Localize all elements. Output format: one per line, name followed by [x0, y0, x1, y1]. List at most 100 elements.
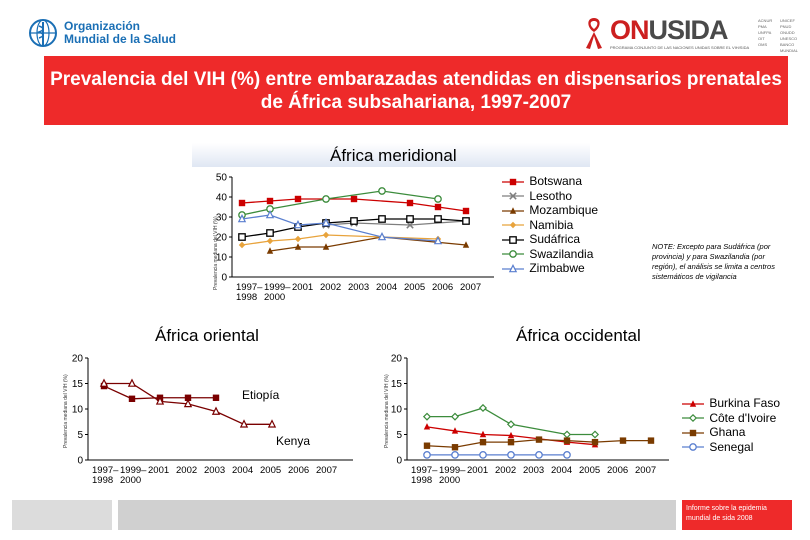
legend-marker	[689, 429, 697, 437]
y-tick-label: 15	[391, 379, 403, 390]
chart-occidental: 0 5 10 15 20 1997–1998 1999–2000 2001 2002 2003 20…	[391, 354, 669, 485]
legend-label: Côte d'Ivoire	[706, 410, 777, 425]
y-tick-label: 10	[216, 253, 228, 264]
data-point	[211, 406, 221, 415]
data-point	[423, 451, 431, 459]
legend-label: Sudáfrica	[526, 232, 581, 246]
x-tick-label: 2004	[232, 465, 253, 476]
data-point	[406, 215, 414, 223]
x-tick-label: 1999–	[120, 465, 147, 476]
data-point	[238, 233, 246, 241]
data-point	[423, 442, 431, 449]
x-tick-label: 2007	[316, 465, 337, 476]
legend-label: Namibia	[526, 217, 574, 232]
occidental-title: África occidental	[516, 326, 641, 345]
legend-swatch	[682, 400, 704, 407]
data-point	[128, 395, 136, 402]
x-tick-label: 2002	[320, 282, 341, 293]
legend-swatch	[502, 250, 524, 259]
data-point	[155, 396, 165, 405]
data-point	[294, 195, 302, 203]
data-point	[451, 444, 459, 451]
x-tick-label: 1999–	[439, 465, 466, 476]
series-line	[426, 426, 596, 446]
legend-item: Swazilandia	[500, 247, 598, 262]
x-tick-label-line2: 2000	[439, 475, 460, 485]
footer-bar	[118, 500, 676, 530]
series-kenya	[99, 378, 277, 428]
data-point	[422, 412, 432, 421]
data-point	[590, 430, 600, 439]
data-point	[322, 231, 330, 239]
data-point	[591, 438, 599, 446]
data-point	[238, 199, 246, 207]
data-point	[265, 209, 275, 219]
series-line	[427, 407, 595, 436]
x-tick-label-line2: 1998	[411, 475, 432, 485]
y-tick-label: 10	[72, 405, 84, 416]
x-tick-label: 2002	[495, 465, 516, 476]
y-tick-label: 30	[216, 213, 228, 224]
x-tick-label: 2003	[204, 465, 225, 476]
series-zimbabwe	[237, 209, 443, 245]
legend-marker	[689, 400, 697, 407]
x-tick-label: 2005	[404, 282, 425, 293]
data-point	[434, 215, 442, 223]
x-tick-label: 2005	[579, 465, 600, 476]
legend-swatch	[502, 263, 524, 273]
y-tick-label: 10	[391, 405, 403, 416]
data-point	[507, 451, 515, 459]
data-point	[127, 378, 137, 387]
data-point	[183, 398, 193, 408]
data-point	[350, 217, 358, 225]
series-senegal	[423, 451, 571, 459]
data-point	[562, 430, 572, 439]
legend-item: Burkina Faso	[680, 396, 780, 411]
legend-occidental: Burkina Faso Côte d'Ivoire Ghana Senegal	[680, 396, 780, 454]
legend-label: Burkina Faso	[706, 396, 781, 410]
x-tick-label: 2007	[460, 282, 481, 293]
legend-item: Côte d'Ivoire	[680, 411, 780, 426]
unaids-logo: ONUSIDA PROGRAMA CONJUNTO DE LAS NACIONE…	[582, 16, 800, 54]
data-point	[507, 438, 515, 446]
data-point	[423, 423, 431, 430]
legend-item: Lesotho	[500, 189, 598, 204]
y-tick-label: 20	[72, 354, 84, 365]
annotation-kenya: Kenya	[276, 434, 310, 448]
x-tick-label: 2004	[376, 282, 397, 293]
x-tick-label-line2: 2000	[120, 475, 141, 485]
data-point	[99, 378, 109, 387]
data-point	[266, 197, 274, 205]
data-point	[322, 243, 330, 250]
legend-swatch	[682, 429, 704, 437]
y-tick-label: 50	[216, 173, 228, 184]
page-title: Prevalencia del VIH (%) entre embarazada…	[44, 56, 788, 125]
legend-marker	[509, 235, 517, 244]
data-point	[378, 187, 386, 195]
legend-marker	[509, 207, 517, 214]
x-tick-label: 1999–	[264, 282, 291, 293]
data-point	[479, 451, 487, 459]
series-ghana	[423, 436, 655, 451]
data-point	[535, 451, 543, 459]
legend-swatch	[682, 414, 704, 423]
data-point	[433, 235, 443, 245]
x-tick-label: 1997–	[236, 282, 263, 293]
legend-label: Lesotho	[526, 188, 573, 203]
x-tick-label: 2005	[260, 465, 281, 476]
data-point	[451, 427, 459, 434]
sponsor-list: ACNUR UNICEF PMA PNUD UNFPA ONUDD OIT UNESCO…	[758, 18, 799, 53]
legend-item: Mozambique	[500, 203, 598, 218]
data-point	[266, 247, 274, 254]
data-point	[378, 215, 386, 223]
legend-label: Swazilandia	[526, 246, 594, 261]
legend-item: Ghana	[680, 425, 780, 440]
data-point	[293, 219, 303, 229]
data-point	[478, 403, 488, 413]
data-point	[239, 419, 249, 428]
x-tick-label: 2004	[551, 465, 572, 476]
annotation-etiopia: Etiopía	[242, 388, 280, 402]
legend-swatch	[502, 222, 524, 229]
data-point	[294, 235, 302, 243]
legend-meridional: Botswana Lesotho Mozambique Namibia Sudá…	[500, 174, 598, 276]
